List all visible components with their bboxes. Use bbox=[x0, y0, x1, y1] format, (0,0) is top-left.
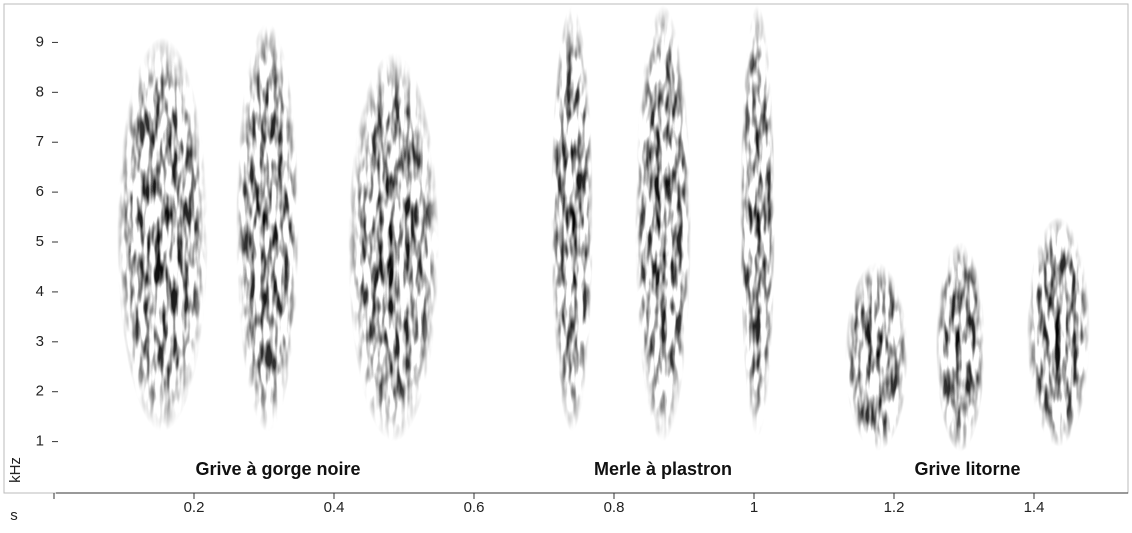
syllable bbox=[845, 261, 908, 452]
x-tick-label: 1 bbox=[750, 499, 758, 516]
y-tick-label: 5 bbox=[36, 233, 44, 250]
y-tick-label: 1 bbox=[36, 433, 44, 450]
x-tick-label: 0.8 bbox=[604, 499, 625, 516]
x-tick-label: 0.2 bbox=[184, 499, 205, 516]
y-tick-label: 4 bbox=[36, 283, 44, 300]
species-label: Grive à gorge noire bbox=[195, 459, 360, 479]
species-label: Merle à plastron bbox=[594, 459, 732, 479]
y-tick-label: 7 bbox=[36, 133, 44, 150]
y-tick-label: 6 bbox=[36, 183, 44, 200]
x-axis-label: s bbox=[10, 507, 18, 524]
syllable bbox=[1027, 217, 1090, 447]
y-tick-label: 9 bbox=[36, 33, 44, 50]
syllable bbox=[936, 242, 985, 452]
syllable bbox=[117, 37, 208, 432]
y-tick-label: 8 bbox=[36, 83, 44, 100]
species-label: Grive litorne bbox=[914, 459, 1020, 479]
x-tick-label: 1.2 bbox=[884, 499, 905, 516]
syllable bbox=[236, 22, 299, 432]
x-tick-label: 1.4 bbox=[1024, 499, 1045, 516]
syllable bbox=[348, 52, 439, 442]
syllable bbox=[551, 5, 593, 432]
syllable bbox=[635, 5, 691, 442]
y-tick-label: 2 bbox=[36, 383, 44, 400]
y-axis-label: kHz bbox=[7, 457, 24, 483]
syllable bbox=[740, 5, 775, 437]
x-tick-label: 0.6 bbox=[464, 499, 485, 516]
x-tick-label: 0.4 bbox=[324, 499, 345, 516]
y-tick-label: 3 bbox=[36, 333, 44, 350]
